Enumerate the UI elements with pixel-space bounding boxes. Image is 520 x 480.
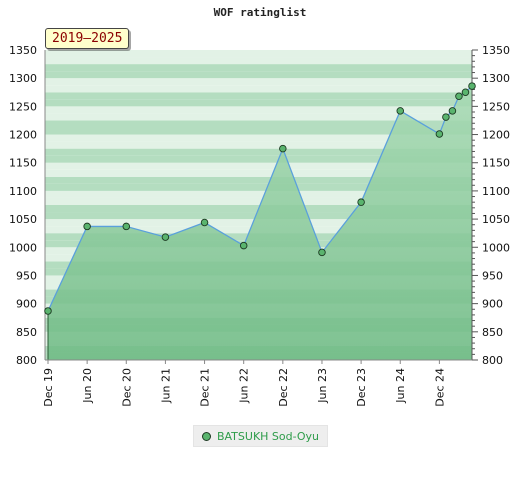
y-axis-right-labels: 800 850 900 950 1000 1050 1100 1150 1200 1250 1300… xyxy=(482,44,510,367)
background-band xyxy=(45,169,472,177)
data-point xyxy=(435,130,444,138)
x-tick-label: Dec 22 xyxy=(277,368,290,407)
background-band xyxy=(45,78,472,86)
y-tick-label-right: 1150 xyxy=(482,157,510,170)
y-tick-label-left: 1300 xyxy=(9,72,37,85)
data-point xyxy=(318,248,326,257)
y-tick-label-left: 1150 xyxy=(9,157,37,170)
legend-marker-icon xyxy=(201,431,211,441)
background-band xyxy=(45,120,472,128)
y-tick-label-left: 1000 xyxy=(9,241,37,254)
data-point xyxy=(279,144,287,153)
y-tick-label-right: 950 xyxy=(482,269,503,282)
data-point xyxy=(161,233,170,241)
y-tick-label-right: 1000 xyxy=(482,241,510,254)
x-tick-label: Jun 20 xyxy=(81,368,94,404)
rating-line xyxy=(47,85,473,312)
legend[interactable]: BATSUKH Sod-Oyu xyxy=(193,425,328,447)
y-tick-label-right: 1300 xyxy=(482,72,510,85)
x-tick-label: Dec 21 xyxy=(199,368,212,407)
y-tick-label-right: 1250 xyxy=(482,100,510,113)
x-tick-label: Dec 19 xyxy=(42,368,55,407)
x-tick-label: Dec 20 xyxy=(120,368,133,407)
axes xyxy=(44,49,478,364)
background-band xyxy=(45,50,472,58)
background-band xyxy=(45,85,472,93)
background-band xyxy=(45,134,472,142)
background-band xyxy=(45,141,472,149)
y-tick-label-right: 1350 xyxy=(482,44,510,57)
data-point xyxy=(200,218,209,227)
data-point xyxy=(44,307,52,315)
y-tick-label-left: 800 xyxy=(16,354,37,367)
y-tick-label-left: 850 xyxy=(16,326,37,339)
data-point xyxy=(83,222,91,231)
y-tick-label-left: 1250 xyxy=(9,100,37,113)
rating-area xyxy=(48,86,472,361)
legend-label: BATSUKH Sod-Oyu xyxy=(216,429,320,443)
data-point xyxy=(396,107,404,115)
background-band xyxy=(45,113,472,121)
x-tick-label: Jun 23 xyxy=(316,368,329,404)
x-tick-label: Jun 24 xyxy=(394,368,407,404)
data-point xyxy=(448,107,457,115)
data-point xyxy=(461,88,470,97)
background-band xyxy=(45,190,472,198)
background-band xyxy=(45,155,472,163)
y-tick-label-left: 1200 xyxy=(9,129,37,142)
background-band xyxy=(45,92,472,100)
y-tick-label-right: 800 xyxy=(482,354,503,367)
background-band xyxy=(45,183,472,191)
background-band xyxy=(45,106,472,114)
area-layer xyxy=(47,85,473,361)
period-badge: 2019–2025 xyxy=(45,28,130,49)
x-tick-label: Dec 24 xyxy=(433,368,446,407)
y-tick-label-left: 950 xyxy=(16,269,37,282)
x-axis-labels: Dec 19 Jun 20 Dec 20 Jun 21 Dec 21 Jun 22 Dec … xyxy=(42,368,446,407)
x-tick-label: Jun 22 xyxy=(238,368,251,404)
chart-title: WOF ratinglist xyxy=(213,6,307,19)
data-point xyxy=(122,222,131,231)
data-point xyxy=(239,241,248,250)
y-tick-label-right: 900 xyxy=(482,298,503,311)
background-band xyxy=(45,64,472,72)
x-tick-label: Jun 21 xyxy=(159,368,172,404)
y-tick-label-right: 1100 xyxy=(482,185,510,198)
data-point xyxy=(442,113,450,121)
background-band xyxy=(45,162,472,170)
y-tick-label-right: 1200 xyxy=(482,129,510,142)
y-tick-label-left: 900 xyxy=(16,298,37,311)
background-band xyxy=(45,71,472,79)
y-tick-label-left: 1100 xyxy=(9,185,37,198)
y-tick-label-right: 850 xyxy=(482,326,503,339)
x-tick-label: Dec 23 xyxy=(355,368,368,407)
background-band xyxy=(45,176,472,184)
background-band xyxy=(45,127,472,135)
data-point xyxy=(455,92,463,100)
background-band xyxy=(45,99,472,107)
data-markers xyxy=(44,82,476,315)
background-band xyxy=(45,148,472,156)
y-tick-label-left: 1050 xyxy=(9,213,37,226)
data-point xyxy=(468,82,476,90)
y-axis-left-labels: 800 850 900 950 1000 1050 1100 1150 1200 1250 1300… xyxy=(9,44,37,367)
background-band xyxy=(45,197,472,205)
y-tick-label-right: 1050 xyxy=(482,213,510,226)
data-point xyxy=(357,198,365,206)
y-tick-label-left: 1350 xyxy=(9,44,37,57)
background-band xyxy=(45,57,472,65)
